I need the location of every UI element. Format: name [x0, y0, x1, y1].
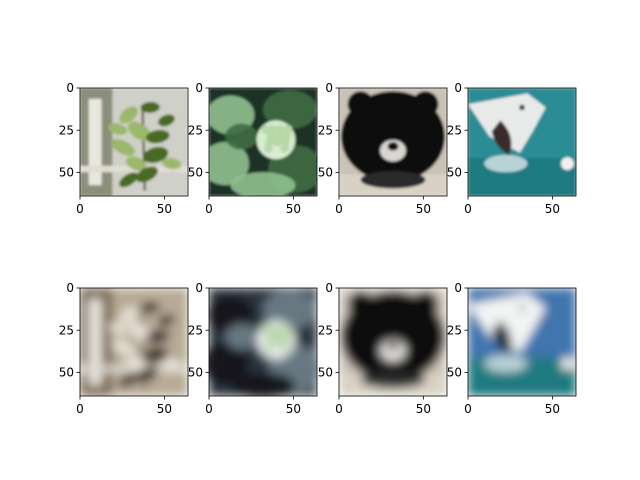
subplot-grid: 0 25 50 0 50 0 25 50 0 50 0 25 50 0 50 0 25 50 0 50 0 25 50 0 50…	[59, 81, 577, 416]
y-tick-label: 50	[318, 366, 333, 380]
x-tick-label: 50	[286, 202, 301, 216]
axes-frame	[467, 287, 577, 397]
axes-frame	[79, 287, 189, 397]
y-tick-label: 0	[325, 81, 333, 95]
y-tick-label: 0	[454, 281, 462, 295]
x-tick-label: 0	[464, 402, 472, 416]
subplot-0-0: 0 25 50 0 50	[59, 81, 189, 216]
y-tick-label: 25	[59, 123, 74, 137]
y-tick-label: 50	[59, 366, 74, 380]
y-tick-label: 25	[188, 323, 203, 337]
axes-frame	[338, 287, 448, 397]
bear-photo	[339, 88, 447, 196]
axes-frame	[338, 87, 448, 197]
y-tick-label: 25	[59, 323, 74, 337]
x-tick-label: 50	[157, 202, 172, 216]
y-tick-label: 25	[188, 123, 203, 137]
x-tick-label: 0	[464, 202, 472, 216]
x-tick-label: 50	[157, 402, 172, 416]
x-tick-label: 50	[545, 402, 560, 416]
blurred-plant-photo	[80, 288, 188, 396]
subplot-0-1: 0 25 50 0 50	[188, 81, 318, 216]
broccoli-photo	[209, 88, 317, 196]
x-tick-label: 0	[76, 202, 84, 216]
y-tick-label: 50	[447, 166, 462, 180]
y-tick-label: 0	[195, 81, 203, 95]
x-tick-label: 0	[335, 402, 343, 416]
y-tick-label: 25	[318, 323, 333, 337]
subplot-1-0: 0 25 50 0 50	[59, 281, 189, 416]
x-tick-label: 50	[545, 202, 560, 216]
y-tick-label: 25	[447, 123, 462, 137]
y-tick-label: 50	[447, 366, 462, 380]
blurred-broccoli-photo	[209, 288, 317, 396]
shark-photo	[468, 88, 576, 196]
axes-frame	[208, 87, 318, 197]
axes-frame	[467, 87, 577, 197]
y-tick-label: 0	[66, 81, 74, 95]
subplot-1-1: 0 25 50 0 50	[188, 281, 318, 416]
y-tick-label: 25	[318, 123, 333, 137]
x-tick-label: 50	[416, 402, 431, 416]
blurred-shark-photo	[468, 288, 576, 396]
y-tick-label: 25	[447, 323, 462, 337]
x-tick-label: 0	[205, 402, 213, 416]
x-tick-label: 50	[286, 402, 301, 416]
blurred-bear-photo	[339, 288, 447, 396]
y-tick-label: 0	[66, 281, 74, 295]
y-tick-label: 50	[188, 366, 203, 380]
subplot-0-3: 0 25 50 0 50	[447, 81, 577, 216]
y-tick-label: 50	[188, 166, 203, 180]
y-tick-label: 50	[59, 166, 74, 180]
subplot-1-3: 0 25 50 0 50	[447, 281, 577, 416]
axes-frame	[208, 287, 318, 397]
y-tick-label: 50	[318, 166, 333, 180]
plant-photo	[80, 88, 188, 196]
axes-frame	[79, 87, 189, 197]
x-tick-label: 0	[76, 402, 84, 416]
x-tick-label: 0	[335, 202, 343, 216]
x-tick-label: 50	[416, 202, 431, 216]
y-tick-label: 0	[454, 81, 462, 95]
x-tick-label: 0	[205, 202, 213, 216]
subplot-0-2: 0 25 50 0 50	[318, 81, 448, 216]
subplot-1-2: 0 25 50 0 50	[318, 281, 448, 416]
y-tick-label: 0	[195, 281, 203, 295]
y-tick-label: 0	[325, 281, 333, 295]
